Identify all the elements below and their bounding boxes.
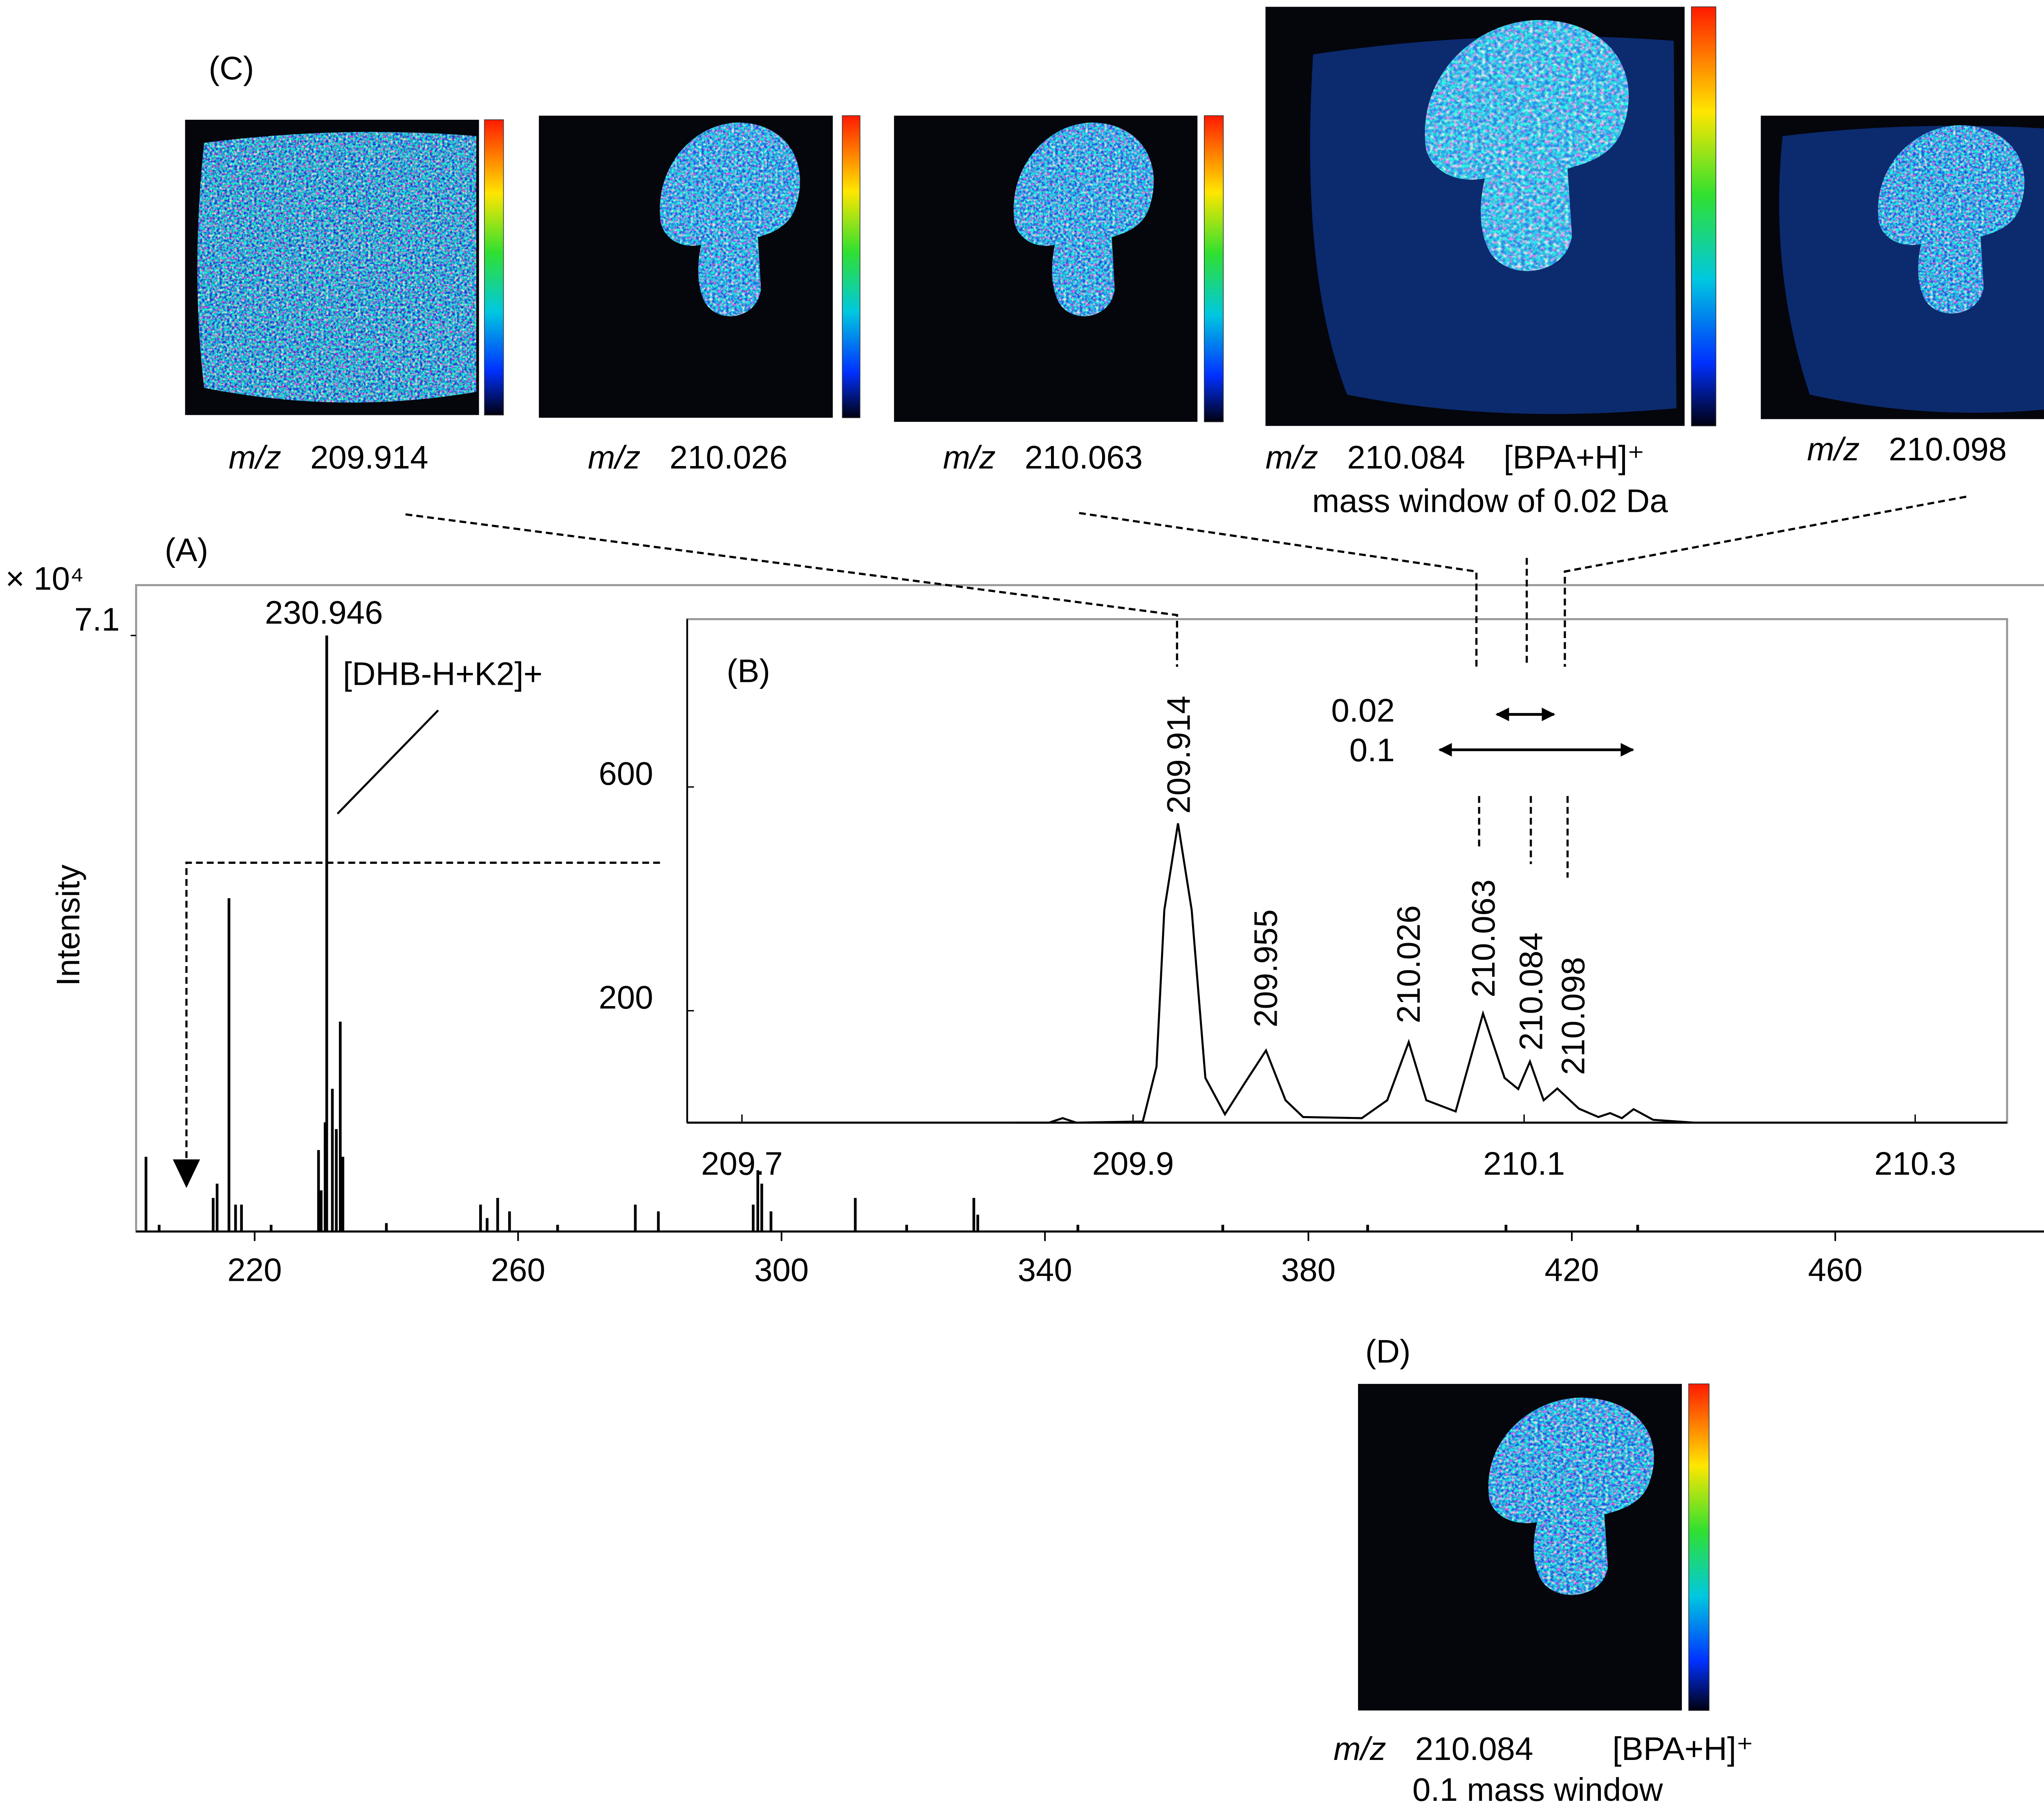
colorbar xyxy=(1691,6,1717,426)
peak-label: 209.955 xyxy=(1247,909,1284,1027)
y-tick-label: 7.1 xyxy=(74,601,120,637)
ms-image xyxy=(1761,115,2044,419)
panel-label: (A) xyxy=(165,531,208,568)
x-tick-label: 460 xyxy=(1808,1251,1862,1288)
ms-image xyxy=(185,119,504,416)
peak-label: 210.063 xyxy=(1465,879,1502,998)
colorbar xyxy=(842,115,861,418)
caption-mz: 210.084 xyxy=(1347,439,1465,475)
y-tick-label: 200 xyxy=(598,979,653,1015)
caption-mz-label: m/z xyxy=(943,439,996,475)
window-label: 0.02 xyxy=(1331,692,1394,729)
panel-label: (C) xyxy=(208,50,254,86)
x-tick-label: 220 xyxy=(227,1251,282,1288)
connector xyxy=(1564,495,1967,667)
peak-label: 210.084 xyxy=(1513,933,1549,1051)
x-tick-label: 420 xyxy=(1544,1251,1599,1288)
spectrum-full: 2202603003403804204605007.1× 10⁴Intensit… xyxy=(5,560,2044,1288)
connector xyxy=(1079,512,1478,667)
caption-mz: 210.026 xyxy=(670,439,788,475)
x-tick-label: 209.7 xyxy=(701,1145,783,1182)
peak-label: 209.914 xyxy=(1160,696,1197,814)
panel-label: (D) xyxy=(1365,1333,1411,1370)
caption-ion: [BPA+H]⁺ xyxy=(1504,439,1645,475)
caption-mz: 210.098 xyxy=(1889,431,2007,467)
colorbar xyxy=(484,119,504,416)
caption-mz-label: m/z xyxy=(1807,431,1860,467)
leader-line xyxy=(336,709,439,815)
zoom-arrow xyxy=(185,861,660,1163)
x-tick-label: 300 xyxy=(754,1251,809,1288)
caption-ion: [BPA+H]⁺ xyxy=(1612,1731,1753,1767)
caption-mz-label: m/z xyxy=(588,439,641,475)
spectrum-line xyxy=(1015,823,1694,1124)
peak-annotation: 230.946 xyxy=(265,594,383,631)
inset-frame xyxy=(686,618,2008,1124)
caption-mz: 210.084 xyxy=(1415,1731,1533,1767)
caption-mz: 210.063 xyxy=(1024,439,1143,475)
zoom-arrowhead xyxy=(173,1159,200,1188)
x-tick-label: 210.3 xyxy=(1874,1145,1956,1182)
connectors xyxy=(405,495,1967,878)
ms-image xyxy=(1265,6,1717,426)
colorbar xyxy=(1688,1383,1710,1711)
caption-window: 0.1 mass window xyxy=(1412,1771,1663,1808)
window-label: 0.1 xyxy=(1349,732,1395,768)
x-tick-label: 210.1 xyxy=(1483,1145,1565,1182)
x-tick-label: 260 xyxy=(491,1251,545,1288)
connector xyxy=(405,513,1178,667)
x-tick-label: 380 xyxy=(1281,1251,1336,1288)
x-tick-label: 340 xyxy=(1018,1251,1072,1288)
spectrum-inset: 209.7 209.9 210.1 210.3 200 600 (B) 209.914 209.… xyxy=(598,618,2008,1182)
panel-label: (B) xyxy=(727,653,770,689)
ms-image xyxy=(539,115,861,418)
caption-mz-label: m/z xyxy=(1266,439,1318,475)
caption-mz: 209.914 xyxy=(310,439,428,475)
ms-image xyxy=(1358,1383,1710,1711)
colorbar xyxy=(1204,115,1224,422)
ms-images xyxy=(185,6,2044,1711)
y-axis-title: Intensity xyxy=(50,865,86,986)
y-tick-label: 600 xyxy=(598,755,653,791)
peak-label: 210.098 xyxy=(1555,957,1591,1075)
x-tick-label: 209.9 xyxy=(1092,1145,1174,1182)
caption-mz-label: m/z xyxy=(229,439,281,475)
caption-mz-label: m/z xyxy=(1334,1731,1386,1767)
captions: m/z 209.914 m/z 210.026 m/z 210.063 m/z … xyxy=(229,431,2007,1808)
peak-annotation: [DHB-H+K2]+ xyxy=(343,655,542,692)
ms-image xyxy=(894,115,1224,422)
tissue xyxy=(197,132,477,403)
y-scale-label: × 10⁴ xyxy=(5,560,84,596)
caption-window: mass window of 0.02 Da xyxy=(1312,483,1668,519)
peak-label: 210.026 xyxy=(1390,905,1427,1023)
